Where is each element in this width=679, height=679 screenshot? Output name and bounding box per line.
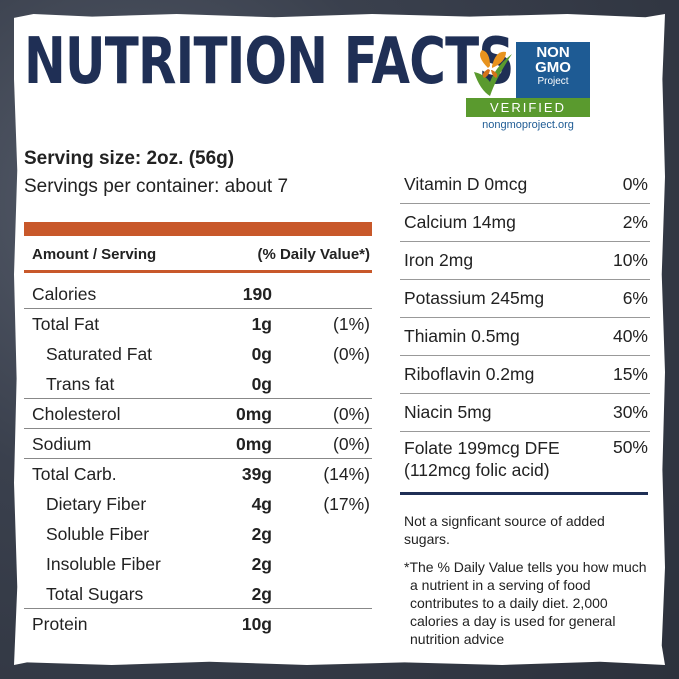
table-row: Total Sugars 2g	[24, 579, 372, 609]
table-row: Dietary Fiber 4g (17%)	[24, 489, 372, 519]
nutrient-amount: 2g	[251, 554, 272, 574]
non-gmo-logo: NON GMO Project VERIFIED nongmoproject.o…	[466, 42, 590, 131]
vitamin-name: Riboflavin 0.2mg	[404, 364, 535, 384]
daily-value-note: *The % Daily Value tells you how much a …	[404, 559, 647, 647]
nutrient-name: Saturated Fat	[46, 344, 153, 364]
table-header: Amount / Serving (% Daily Value*)	[32, 246, 372, 263]
servings-per-container: Servings per container: about 7	[24, 176, 289, 197]
table-row: Cholesterol 0mg (0%)	[24, 398, 372, 429]
vitamin-dv: 10%	[612, 250, 648, 270]
dv-header: (% Daily Value*)	[257, 246, 370, 263]
nutrient-amount: 0mg	[236, 434, 272, 454]
vitamin-divider	[400, 492, 648, 495]
butterfly-icon	[466, 42, 516, 98]
page-title: NUTRITION FACTS	[24, 25, 514, 99]
nutrient-name: Calories	[32, 284, 97, 304]
vitamin-dv: 15%	[612, 364, 648, 384]
table-row: Sodium 0mg (0%)	[24, 428, 372, 459]
nutrient-name: Protein	[32, 614, 88, 634]
nutrient-name: Total Sugars	[46, 584, 144, 604]
vitamin-dv: 40%	[612, 326, 648, 346]
nutrient-dv: (17%)	[323, 494, 370, 514]
nutrient-name: Trans fat	[46, 374, 115, 394]
vitamin-name: Calcium 14mg	[404, 212, 516, 232]
logo-url: nongmoproject.org	[482, 119, 574, 131]
vitamin-row: Iron 2mg 10%	[400, 242, 650, 280]
nutrient-name: Dietary Fiber	[46, 494, 147, 514]
vitamin-row: Thiamin 0.5mg 40%	[400, 318, 650, 356]
nutrient-name: Sodium	[32, 434, 92, 454]
vitamin-row: Riboflavin 0.2mg 15%	[400, 356, 650, 394]
logo-line-gmo: GMO	[535, 59, 571, 76]
table-row: Protein 10g	[24, 608, 372, 639]
vitamin-dv: 6%	[622, 288, 648, 308]
nutrient-amount: 1g	[251, 314, 272, 334]
label-panel	[14, 14, 665, 665]
nutrient-amount: 2g	[251, 584, 272, 604]
nutrient-dv: (1%)	[333, 314, 370, 334]
nutrient-amount: 10g	[241, 614, 272, 634]
vitamin-table: Vitamin D 0mcg 0% Calcium 14mg 2% Iron 2…	[400, 166, 650, 484]
amount-header: Amount / Serving	[32, 246, 157, 263]
vitamin-dv: 30%	[612, 402, 648, 422]
vitamin-dv: 2%	[622, 212, 648, 232]
vitamin-row: Potassium 245mg 6%	[400, 280, 650, 318]
nutrient-name: Total Carb.	[32, 464, 117, 484]
logo-verified: VERIFIED	[466, 98, 590, 117]
nutrient-amount: 0g	[251, 374, 272, 394]
logo-line-project: Project	[537, 76, 569, 87]
accent-bar	[24, 222, 372, 236]
nutrient-dv: (0%)	[333, 344, 370, 364]
nutrient-name: Total Fat	[32, 314, 100, 334]
vitamin-name: Thiamin 0.5mg	[404, 326, 520, 346]
nutrient-amount: 0g	[251, 344, 272, 364]
table-row: Calories 190	[24, 279, 372, 309]
nutrient-amount: 39g	[241, 464, 272, 484]
vitamin-name: Niacin 5mg	[404, 402, 492, 422]
vitamin-name: Vitamin D 0mcg	[404, 174, 528, 194]
nutrient-name: Soluble Fiber	[46, 524, 150, 544]
nutrient-name: Cholesterol	[32, 404, 121, 424]
vitamin-name: Iron 2mg	[404, 250, 474, 270]
vitamin-row: Niacin 5mg 30%	[400, 394, 650, 432]
table-row: Total Carb. 39g (14%)	[24, 458, 372, 489]
vitamin-row: Folate 199mcg DFE (112mcg folic acid) 50…	[400, 432, 650, 484]
table-row: Trans fat 0g	[24, 369, 372, 399]
vitamin-name: Potassium 245mg	[404, 288, 545, 308]
nutrient-table: Calories 190 Total Fat 1g (1%) Saturated…	[24, 279, 372, 639]
vitamin-row: Vitamin D 0mcg 0%	[400, 166, 650, 204]
vitamin-row: Calcium 14mg 2%	[400, 204, 650, 242]
table-row: Insoluble Fiber 2g	[24, 549, 372, 579]
table-row: Total Fat 1g (1%)	[24, 308, 372, 339]
nutrient-dv: (0%)	[333, 404, 370, 424]
sugars-note: Not a signficant source of added sugars.	[404, 513, 605, 547]
nutrient-amount: 190	[242, 284, 272, 304]
nutrient-amount: 2g	[251, 524, 272, 544]
nutrient-amount: 4g	[251, 494, 272, 514]
header-divider	[24, 270, 372, 273]
vitamin-name: Folate 199mcg DFE (112mcg folic acid)	[404, 438, 560, 480]
nutrient-amount: 0mg	[236, 404, 272, 424]
nutrient-dv: (14%)	[323, 464, 370, 484]
serving-size: Serving size: 2oz. (56g)	[24, 148, 235, 169]
nutrient-name: Insoluble Fiber	[46, 554, 161, 574]
logo-line-non: NON	[536, 44, 570, 61]
table-row: Soluble Fiber 2g	[24, 519, 372, 549]
nutrient-dv: (0%)	[333, 434, 370, 454]
vitamin-dv: 0%	[622, 174, 648, 194]
vitamin-dv: 50%	[612, 437, 648, 457]
table-row: Saturated Fat 0g (0%)	[24, 339, 372, 369]
